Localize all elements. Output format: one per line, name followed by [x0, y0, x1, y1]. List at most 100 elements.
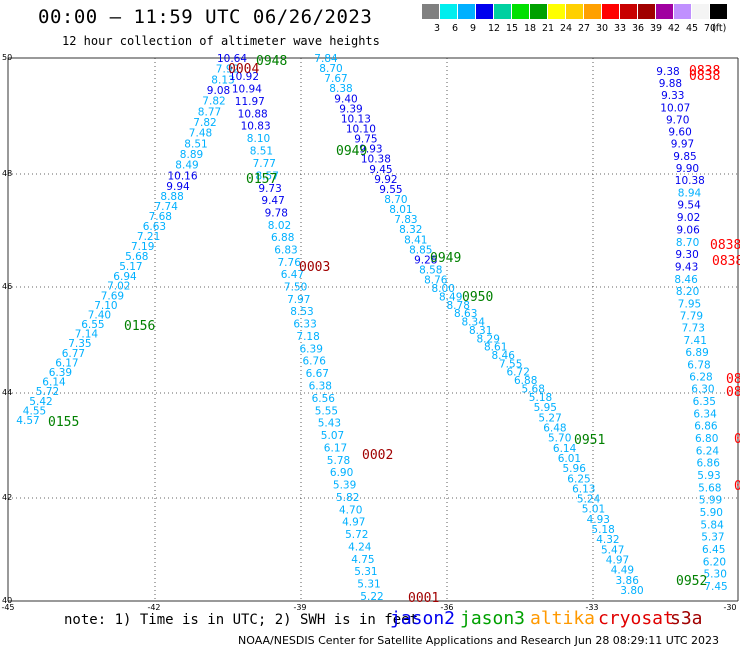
swh-value-label: 5.18 [529, 392, 552, 404]
swh-value-label: 9.55 [379, 184, 402, 196]
swh-value-label: 4.97 [342, 517, 365, 529]
swh-value-label: 10.38 [675, 175, 705, 187]
swh-value-label: 6.94 [113, 271, 137, 283]
legend-swatch [584, 4, 601, 19]
swh-value-label: 9.30 [675, 249, 698, 261]
swh-value-label: 7.69 [101, 290, 124, 302]
swh-value-label: 6.14 [553, 443, 577, 455]
swh-value-label: 8.31 [469, 325, 492, 337]
pass-time-label: 0951 [574, 433, 605, 448]
swh-value-label: 5.78 [327, 455, 350, 467]
swh-value-label: 6.30 [691, 384, 714, 396]
pass-time-label: 0001 [408, 591, 439, 606]
swh-value-label: 5.01 [582, 504, 605, 516]
swh-value-label: 4.49 [611, 565, 634, 577]
swh-value-label: 7.14 [75, 329, 99, 341]
units-note: note: 1) Time is in UTC; 2) SWH is in fe… [64, 612, 419, 628]
swh-value-label: 5.43 [318, 418, 341, 430]
swh-value-label: 9.39 [339, 103, 362, 115]
lon-tick-label: -30 [723, 603, 736, 612]
lon-tick-label: -39 [293, 603, 306, 612]
swh-value-label: 3.86 [616, 575, 640, 587]
swh-value-label: 9.75 [354, 134, 377, 146]
clipped-time-label: 08 [726, 372, 740, 387]
swh-value-label: 9.93 [359, 144, 382, 156]
swh-value-label: 8.46 [492, 350, 516, 362]
pass-time-label: 0838 [710, 238, 740, 253]
legend-label: 6 [452, 23, 459, 34]
swh-value-label: 4.93 [587, 514, 610, 526]
swh-value-label: 6.89 [685, 347, 708, 359]
legend-label: 70 [704, 23, 717, 34]
swh-value-label: 9.92 [374, 174, 397, 186]
satellite-s3a: s3a [670, 608, 703, 629]
swh-value-label: 5.96 [563, 463, 587, 475]
swh-value-label: 8.41 [404, 234, 427, 246]
swh-value-label: 6.34 [693, 408, 717, 420]
legend-swatch [458, 4, 475, 19]
swh-value-label: 6.67 [306, 368, 329, 380]
swh-value-label: 9.06 [676, 224, 700, 236]
swh-value-label: 6.80 [695, 433, 718, 445]
swh-value-label: 11.97 [235, 96, 265, 108]
legend-label: 27 [578, 23, 591, 34]
swh-value-label: 5.68 [522, 384, 545, 396]
swh-value-label: 8.49 [175, 160, 198, 172]
swh-value-label: 8.10 [247, 133, 270, 145]
swh-value-label: 9.78 [265, 208, 288, 220]
swh-value-label: 5.42 [29, 396, 52, 408]
lat-tick-label: 48 [2, 169, 12, 178]
legend-swatch [620, 4, 637, 19]
swh-value-label: 10.10 [346, 124, 376, 136]
swh-value-label: 8.32 [399, 224, 422, 236]
legend-label: 33 [614, 23, 627, 34]
swh-value-label: 7.10 [94, 300, 117, 312]
swh-value-label: 9.73 [258, 183, 281, 195]
axis-labels: 50 48 46 44 42 40-45 -42 -39 -36 -33 -30 [1, 53, 736, 612]
swh-value-label: 5.70 [548, 433, 571, 445]
legend-label: 12 [488, 23, 501, 34]
swh-value-label: 8.70 [676, 237, 699, 249]
swh-value-label: 6.20 [703, 556, 726, 568]
lat-tick-label: 42 [2, 493, 12, 502]
swh-value-label: 7.97 [287, 294, 310, 306]
swh-value-label: 7.40 [88, 310, 111, 322]
swh-value-label: 9.40 [334, 93, 357, 105]
legend-label: 9 [470, 23, 477, 34]
footer-credit: NOAA/NESDIS Center for Satellite Applica… [238, 634, 720, 647]
swh-value-label: 6.38 [309, 381, 332, 393]
swh-value-label: 9.47 [261, 195, 284, 207]
pass-time-label: 0156 [124, 319, 155, 334]
swh-value-label: 7.55 [499, 358, 522, 370]
satellite-jason2: jason2 [390, 608, 456, 629]
swh-value-label: 6.33 [293, 319, 316, 331]
swh-value-label: 4.97 [606, 555, 629, 567]
swh-value-label: 5.18 [591, 524, 614, 536]
swh-value-label: 5.84 [700, 519, 724, 531]
swh-value-label: 9.33 [661, 90, 684, 102]
swh-value-label: 6.35 [693, 396, 716, 408]
lat-tick-label: 50 [2, 53, 12, 62]
swh-value-label: 10.88 [238, 108, 268, 120]
clipped-time-label: 0 [734, 479, 740, 494]
swh-value-label: 5.07 [321, 430, 344, 442]
swh-value-label: 5.99 [699, 495, 722, 507]
legend-swatch [476, 4, 493, 19]
swh-value-label: 7.73 [682, 323, 705, 335]
legend-swatch [674, 4, 691, 19]
swh-value-label: 6.86 [694, 421, 718, 433]
swh-value-label: 3.80 [620, 585, 643, 597]
lon-tick-label: -45 [1, 603, 14, 612]
swh-value-label: 5.82 [336, 492, 359, 504]
swh-value-label: 5.27 [538, 412, 561, 424]
swh-value-label: 8.57 [256, 170, 279, 182]
swh-tracks: 7.848.707.678.389.409.3910.1310.109.759.… [16, 53, 727, 603]
swh-value-label: 8.13 [211, 74, 234, 86]
swh-value-label: 8.89 [180, 149, 203, 161]
swh-value-label: 6.88 [271, 232, 294, 244]
legend-swatch [512, 4, 529, 19]
lat-tick-label: 44 [2, 388, 12, 397]
swh-value-label: 8.76 [424, 275, 448, 287]
swh-value-label: 7.35 [68, 338, 91, 350]
swh-value-label: 6.76 [303, 356, 327, 368]
